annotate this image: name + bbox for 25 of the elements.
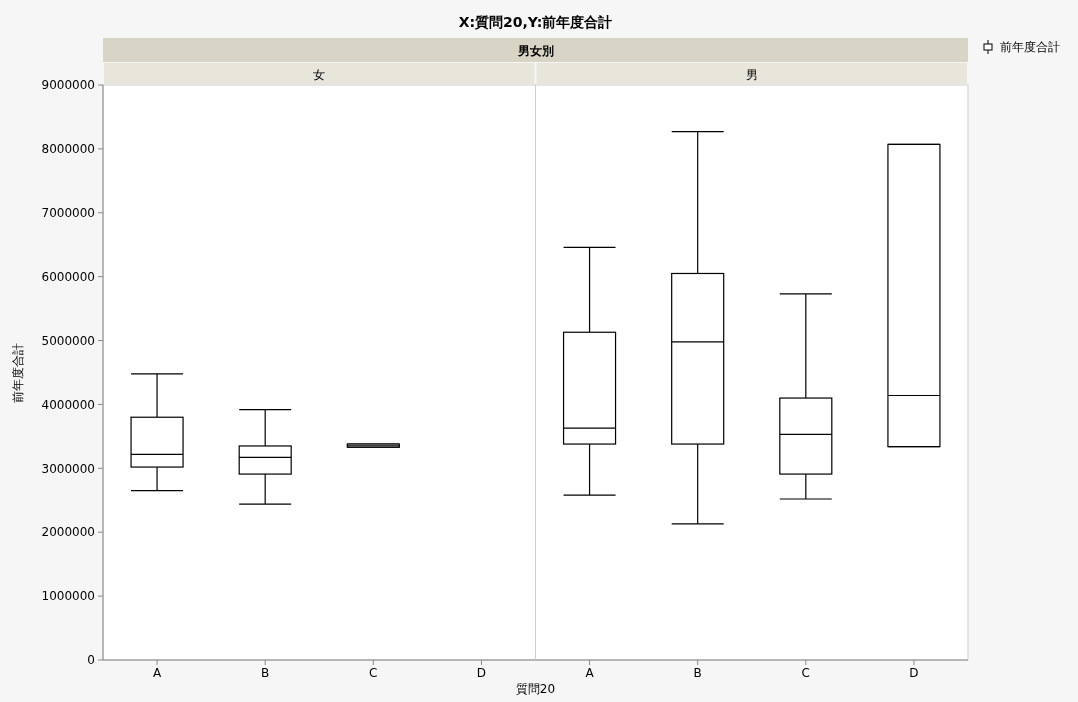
y-tick-label: 3000000 xyxy=(41,461,95,476)
y-tick-label: 4000000 xyxy=(41,397,95,412)
x-axis-title: 質問20 xyxy=(515,682,556,696)
y-tick-label: 5000000 xyxy=(41,333,95,348)
y-tick-label: 9000000 xyxy=(41,78,95,93)
x-tick-label: C xyxy=(801,666,811,680)
legend-label: 前年度合計 xyxy=(1000,40,1060,54)
text: 男女別 xyxy=(516,44,554,58)
x-tick-label: B xyxy=(693,666,702,680)
x-tick-label: A xyxy=(585,666,595,680)
y-tick-label: 6000000 xyxy=(41,269,95,284)
y-axis-title: 前年度合計 xyxy=(11,342,25,403)
y-tick-label: 0 xyxy=(87,653,95,668)
x-tick-label: C xyxy=(369,666,378,680)
y-tick-label: 8000000 xyxy=(41,142,95,157)
y-tick-label: 1000000 xyxy=(41,589,95,604)
x-tick-label: A xyxy=(152,666,162,680)
y-tick-label: 7000000 xyxy=(41,205,95,220)
chart-subtitle: 女 xyxy=(313,68,326,82)
x-tick-label: B xyxy=(261,666,270,680)
x-tick-label: D xyxy=(476,666,487,680)
y-tick-label: 2000000 xyxy=(41,525,95,540)
x-tick-label: D xyxy=(909,666,919,680)
chart-title: X:質問20,Y:前年度合計 xyxy=(458,14,613,30)
chart-subtitle: 男 xyxy=(745,68,758,82)
